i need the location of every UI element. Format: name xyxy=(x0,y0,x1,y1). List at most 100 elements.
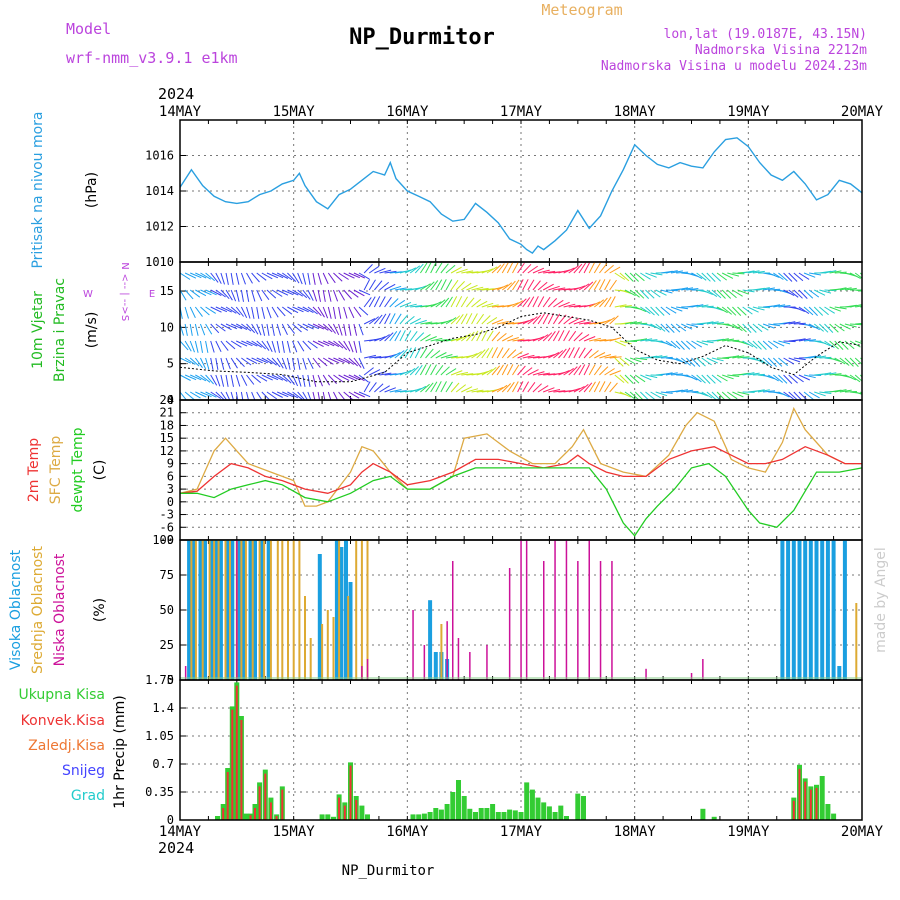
wind-barb xyxy=(727,374,740,377)
wind-barb xyxy=(773,304,786,308)
wind-barb xyxy=(854,374,862,382)
cloud-low-bar xyxy=(611,561,613,680)
wind-barb xyxy=(537,281,548,291)
wind-barb xyxy=(435,339,448,342)
precip-total-bar xyxy=(529,789,535,820)
wind-barb xyxy=(813,323,825,332)
wind-barb xyxy=(476,300,488,308)
cloud-mid-bar xyxy=(281,540,284,680)
wind-barb xyxy=(199,323,206,336)
wind-barb xyxy=(558,301,570,308)
wind-barb xyxy=(496,384,508,393)
wind-barb xyxy=(660,340,673,347)
wind-barb xyxy=(286,357,291,370)
wind-barb xyxy=(246,374,255,385)
wind-barb xyxy=(747,323,757,333)
cloud-panel: Visoka Oblacnost Srednja Oblacnost Niska… xyxy=(8,533,863,687)
wind-barb xyxy=(261,340,270,351)
wind-barb xyxy=(261,391,271,400)
cloud-high-bar xyxy=(266,540,271,680)
wind-barb xyxy=(266,323,270,336)
wind-barb xyxy=(343,340,351,352)
wind-barb xyxy=(358,340,362,353)
wind-barb xyxy=(568,317,580,325)
wind-barb xyxy=(353,340,358,353)
cloud-high-bar xyxy=(259,540,264,680)
precip-conv-bar xyxy=(226,772,229,820)
wind-barb xyxy=(573,319,586,325)
wind-barb xyxy=(803,391,814,400)
wind-barb xyxy=(639,289,650,299)
wind-barb xyxy=(839,357,850,366)
wind-barb xyxy=(215,340,222,353)
wind-barb xyxy=(767,357,777,367)
wind-barb xyxy=(517,298,527,308)
wind-barb xyxy=(507,302,519,308)
wind-barb xyxy=(706,321,719,325)
precip-conv-bar xyxy=(258,786,261,820)
cloud-low-bar xyxy=(577,561,579,680)
wind-barbs xyxy=(180,262,862,400)
wind-barb xyxy=(594,339,607,342)
wind-barb xyxy=(716,391,726,400)
wind-barb xyxy=(266,289,277,299)
wind-barb xyxy=(716,374,728,382)
wind-barb xyxy=(322,306,329,319)
wind-barb xyxy=(486,304,499,308)
precip-conv-bar xyxy=(240,720,243,820)
wind-barb xyxy=(496,284,509,291)
wind-barb xyxy=(650,323,662,331)
wind-barb xyxy=(323,340,335,347)
wind-barb xyxy=(358,357,365,370)
wind-barb xyxy=(261,357,273,365)
wind-barb xyxy=(609,315,619,325)
wind-barb xyxy=(793,374,804,383)
wind-barb xyxy=(307,340,318,349)
wind-barb xyxy=(384,354,397,359)
wind-barb xyxy=(834,389,847,393)
wind-barb xyxy=(230,391,234,400)
wind-barb xyxy=(220,289,230,300)
y-tick-label: 1014 xyxy=(145,184,174,198)
wind-barb xyxy=(855,289,862,292)
y-tick-label: 1016 xyxy=(145,149,174,163)
wind-barb xyxy=(220,391,228,400)
wind-barb xyxy=(240,391,244,400)
y-tick-label: 75 xyxy=(160,568,174,582)
wind-barb xyxy=(629,272,639,282)
wind-barb xyxy=(686,323,699,328)
wind-barb xyxy=(568,265,579,274)
wind-barb xyxy=(701,321,714,325)
wind-barb xyxy=(507,349,517,359)
precip-total-bar xyxy=(581,796,586,820)
wind-barb xyxy=(747,340,758,349)
wind-barb xyxy=(599,354,612,359)
wind-barb xyxy=(665,323,675,333)
wind-barb xyxy=(721,272,734,279)
wind-barb xyxy=(180,272,191,280)
wind-barb xyxy=(778,321,791,325)
wind-barb xyxy=(793,357,806,361)
wind-barb xyxy=(670,373,684,376)
wind-barb xyxy=(512,262,519,274)
wind-barb xyxy=(517,353,529,359)
wind-barb xyxy=(256,289,263,302)
wind-barb xyxy=(624,321,637,325)
wind-barb xyxy=(363,367,374,376)
y-tick-label: 21 xyxy=(160,406,174,420)
wind-barb xyxy=(604,317,615,325)
precip-total-bar xyxy=(410,814,416,820)
wind-barb xyxy=(246,323,256,334)
wind-barb xyxy=(686,288,699,291)
model-label: Model xyxy=(66,20,111,38)
wind-barb xyxy=(445,279,453,291)
wind-barb xyxy=(634,289,645,299)
wind-barb xyxy=(425,382,434,393)
wind-barb xyxy=(466,271,479,274)
wind-barb xyxy=(849,304,862,308)
wind-barb xyxy=(302,272,307,285)
wind-barb xyxy=(778,374,788,384)
wind-barb xyxy=(527,356,540,359)
y-tick-label: 0.7 xyxy=(152,757,174,771)
wind-barb xyxy=(573,385,585,393)
